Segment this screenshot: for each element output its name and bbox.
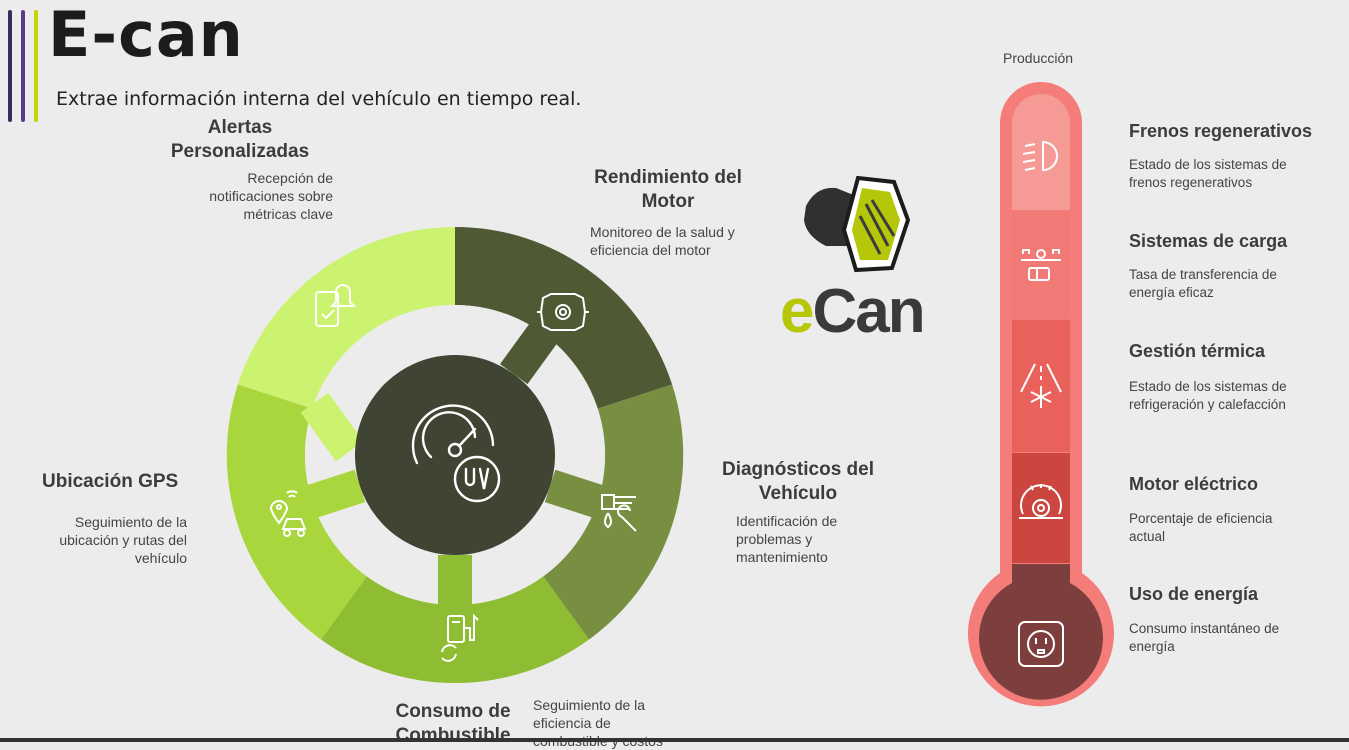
connector-rendimiento [500,315,563,385]
thermo-segment-1 [979,94,1104,210]
connector-consumo [438,555,472,615]
thermometer-diagram [968,82,1114,707]
car-location-icon [269,490,307,537]
termica-title: Gestión térmica [1129,341,1266,361]
logo-e: e [780,277,815,346]
bottom-divider [0,738,1349,742]
motor-description: Porcentaje de eficiencia actual [1129,511,1273,544]
rendimiento-description: Monitoreo de la salud y eficiencia del m… [590,224,735,258]
accent-bar-2 [21,10,25,122]
thermometer-top-label: Producción [1003,50,1074,66]
fuel-pump-icon [441,613,479,662]
segment-gps[interactable] [226,384,367,640]
oil-wrench-icon [601,494,637,532]
segment-consumo[interactable] [321,576,589,684]
frenos-title: Frenos regenerativos [1129,121,1313,141]
energia-title: Uso de energía [1129,584,1259,604]
accent-bar-1 [8,10,12,122]
power-outlet-icon [1018,621,1064,667]
motor-title: Motor eléctrico [1129,474,1259,494]
engine-gear-icon [537,293,589,331]
gps-title: Ubicación GPS [42,471,179,492]
battery-charge-icon [1021,249,1061,281]
alertas-description: Recepción de notificaciones sobre métric… [209,170,333,222]
carga-description: Tasa de transferencia de energía eficaz [1129,267,1277,300]
snowflake-icon [1020,363,1062,408]
accent-bar-3 [34,10,38,122]
diagnosticos-title: Diagnósticos del Vehículo [721,459,875,504]
connector-gps [297,469,366,521]
logo-can: Can [812,277,925,346]
carga-title: Sistemas de carga [1129,231,1288,251]
motor-gear-icon [1019,484,1063,519]
gps-description: Seguimiento de la ubicación y rutas del … [59,514,187,566]
page-title: E-can [48,0,244,71]
segment-rendimiento[interactable] [455,226,673,409]
diagnosticos-description: Identificación de problemas y mantenimie… [736,513,838,565]
obd-connector-logo [804,176,911,273]
connector-diagnosticos [544,469,613,521]
rendimiento-title: Rendimiento del Motor [594,167,742,212]
speedometer-icon [411,404,501,503]
segment-diagnosticos[interactable] [543,384,684,640]
alertas-title: Alertas Personalizadas [170,117,310,162]
thermo-segment-4 [979,453,1104,563]
termica-description: Estado de los sistemas de refrigeración … [1129,379,1287,412]
feature-wheel [226,226,684,684]
phone-bell-icon [315,284,357,327]
frenos-description: Estado de los sistemas de frenos regener… [1129,157,1287,190]
connector-alertas [300,392,364,462]
brake-light-icon [1022,140,1058,172]
thermo-segment-2 [979,211,1104,319]
page-subtitle: Extrae información interna del vehículo … [56,88,582,110]
ecan-logo-text: eCan [780,276,926,347]
segment-alertas[interactable] [237,226,455,409]
energia-description: Consumo instantáneo de energía [1129,621,1280,654]
